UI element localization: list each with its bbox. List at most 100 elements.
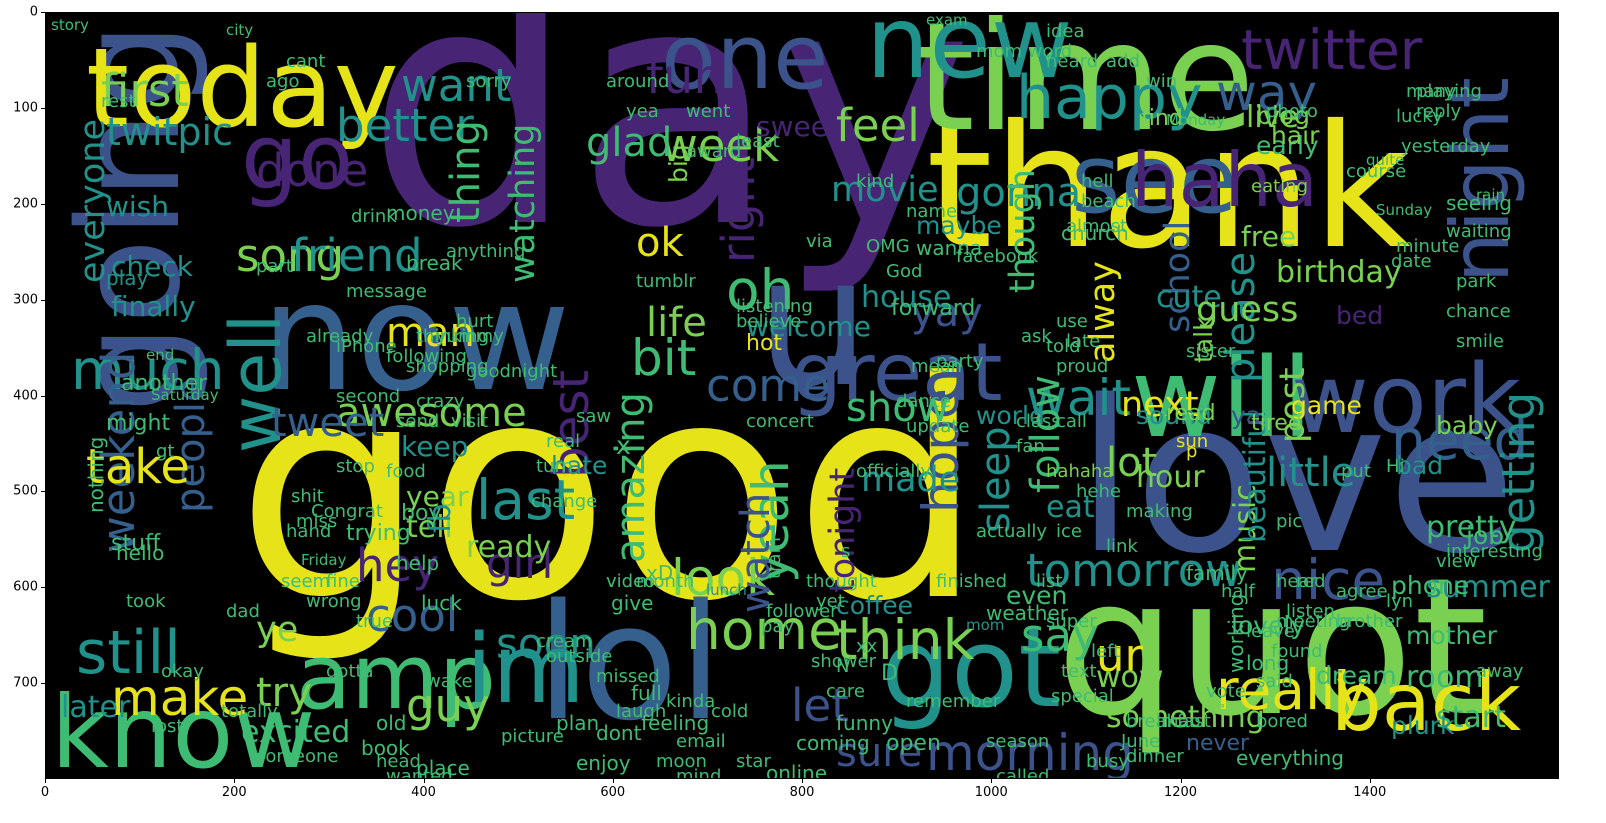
- cloud-word: coming: [796, 731, 870, 755]
- cloud-word: saw: [576, 406, 612, 427]
- y-tick-label: 200: [13, 196, 38, 212]
- cloud-word: Monday: [1166, 111, 1226, 129]
- cloud-word: play: [106, 266, 149, 290]
- cloud-word: God: [886, 261, 923, 282]
- cloud-word: fun: [646, 49, 724, 105]
- cloud-word: even: [1006, 581, 1068, 610]
- cloud-word: game: [1291, 391, 1362, 420]
- cloud-word: smile: [1456, 331, 1504, 352]
- cloud-word: meeting: [1276, 611, 1351, 632]
- cloud-word: via: [806, 231, 833, 252]
- cloud-word: got: [881, 604, 1062, 732]
- cloud-word: nice: [1271, 548, 1386, 612]
- cloud-word: try: [256, 670, 312, 716]
- cloud-word: link: [1106, 536, 1138, 557]
- cloud-word: funny: [836, 711, 893, 735]
- cloud-word: yesterday: [1401, 136, 1491, 157]
- x-tick-label: 1000: [974, 785, 1008, 800]
- cloud-word: least: [736, 131, 780, 152]
- cloud-word: half: [1221, 581, 1255, 602]
- cloud-word: way: [1216, 64, 1318, 122]
- cloud-word: go: [241, 105, 354, 210]
- cloud-word: sleep: [973, 426, 1019, 533]
- cloud-word: want: [401, 59, 512, 112]
- cloud-word: update: [906, 416, 970, 437]
- cloud-word: back: [1331, 656, 1522, 749]
- cloud-word: video: [606, 571, 656, 592]
- cloud-word: wake: [426, 671, 473, 692]
- cloud-word: blog: [1256, 101, 1310, 130]
- cloud-word: add: [1106, 51, 1140, 72]
- cloud-word: twitpic: [106, 110, 234, 154]
- cloud-word: start: [1436, 700, 1506, 735]
- cloud-word: text: [1061, 661, 1097, 682]
- cloud-word: birthday: [1276, 255, 1402, 290]
- cloud-word: awesome: [336, 390, 527, 436]
- cloud-word: brother: [1336, 611, 1403, 632]
- cloud-word: already: [306, 326, 374, 347]
- cloud-word: think: [836, 608, 975, 672]
- cloud-word: pretty: [1426, 510, 1517, 545]
- cloud-word: beach: [1081, 191, 1136, 212]
- cloud-word: kinda: [666, 691, 716, 712]
- x-tick-mark: [612, 779, 614, 783]
- cloud-word: win: [1146, 71, 1178, 92]
- cloud-word: found: [1271, 641, 1323, 662]
- x-tick-mark: [1180, 779, 1182, 783]
- cloud-word: check: [111, 250, 193, 283]
- cloud-word: let: [791, 679, 849, 732]
- cloud-word: lovely: [1231, 611, 1306, 640]
- cloud-word: new: [866, 12, 1073, 101]
- cloud-word: tired: [1251, 411, 1302, 436]
- cloud-word: follower: [766, 601, 838, 622]
- cloud-word: ur: [1096, 629, 1144, 682]
- cloud-word: totally: [221, 701, 278, 722]
- cloud-word: eating: [1251, 176, 1308, 197]
- cloud-word: told: [1046, 336, 1081, 357]
- cloud-word: city: [226, 21, 254, 39]
- cloud-word: x: [616, 431, 631, 460]
- cloud-word: phone: [1391, 571, 1470, 600]
- cloud-word: quite: [1366, 151, 1405, 169]
- cloud-word: time: [916, 12, 1255, 165]
- cloud-word: kind: [856, 171, 895, 192]
- cloud-word: man: [386, 310, 475, 356]
- cloud-word: help: [396, 551, 440, 575]
- cloud-word: rest: [101, 91, 136, 112]
- cloud-word: thought: [806, 571, 877, 592]
- cloud-word: hand: [286, 521, 332, 542]
- cloud-word: really: [1216, 658, 1369, 722]
- cloud-word: amazing: [608, 392, 654, 563]
- cloud-word: girl: [486, 539, 554, 588]
- y-tick-mark: [41, 491, 45, 493]
- cloud-word: soon: [496, 619, 596, 668]
- cloud-word: cream: [536, 631, 593, 652]
- cloud-word: working: [1224, 593, 1248, 673]
- cloud-word: quot: [1056, 537, 1488, 758]
- cloud-word: wow: [1096, 660, 1164, 695]
- cloud-word: eat: [1046, 490, 1095, 525]
- cloud-word: forward: [891, 296, 976, 321]
- cloud-word: heard: [1046, 51, 1099, 72]
- y-tick-mark: [41, 683, 45, 685]
- x-tick-label: 600: [600, 785, 626, 800]
- y-tick-mark: [41, 587, 45, 589]
- cloud-word: wanted: [386, 766, 453, 779]
- cloud-word: morning: [926, 724, 1134, 779]
- y-tick-label: 300: [13, 292, 38, 308]
- cloud-word: guess: [1196, 290, 1299, 330]
- cloud-word: see: [1071, 125, 1238, 235]
- cloud-word: break: [406, 251, 463, 275]
- cloud-word: ready: [466, 530, 552, 565]
- cloud-word: care: [826, 681, 866, 702]
- cloud-word: love: [1076, 355, 1517, 600]
- cloud-word: early: [1256, 131, 1319, 160]
- cloud-word: free: [1241, 220, 1297, 253]
- cloud-word: never: [1186, 731, 1250, 756]
- cloud-word: lmao: [1156, 711, 1201, 732]
- cloud-word: took: [126, 591, 166, 612]
- y-tick-mark: [41, 12, 45, 13]
- cloud-word: twitter: [1241, 18, 1423, 82]
- cloud-word: year: [406, 480, 469, 513]
- cloud-word: hour: [1136, 460, 1205, 495]
